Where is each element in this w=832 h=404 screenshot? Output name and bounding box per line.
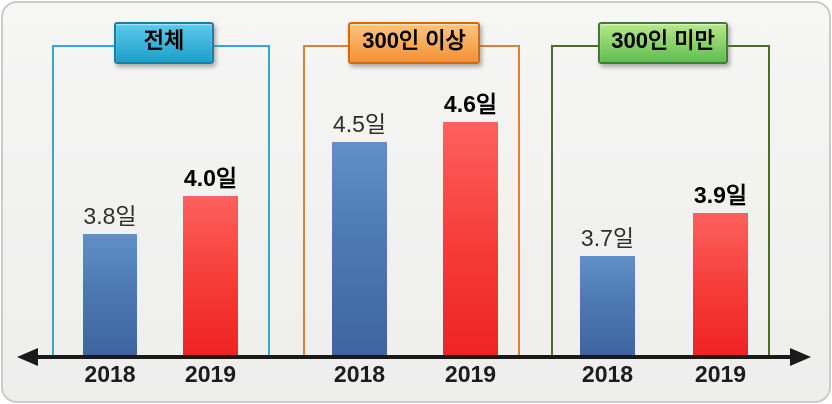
bar-2019 (693, 213, 748, 355)
axis-left-arrow-icon (17, 348, 38, 366)
bar-2019 (443, 122, 498, 355)
group-label-badge: 300인 이상 (348, 22, 480, 64)
group-label-badge: 전체 (114, 22, 214, 64)
year-label-2018: 2018 (581, 361, 634, 387)
value-label-2019: 3.9일 (693, 182, 748, 208)
value-label-2018: 3.8일 (83, 203, 137, 229)
value-label-2019: 4.0일 (183, 165, 238, 191)
value-label-2018: 4.5일 (332, 111, 387, 137)
bar-2018 (580, 256, 635, 355)
x-axis-line (28, 355, 790, 359)
year-label-2019: 2019 (694, 361, 747, 387)
bar-2018 (83, 234, 137, 355)
group-label: 300인 미만 (611, 28, 715, 53)
group-label: 300인 이상 (362, 28, 466, 53)
group-label-badge: 300인 미만 (598, 22, 728, 64)
bar-2019 (183, 196, 238, 355)
year-label-2018: 2018 (333, 361, 386, 387)
year-label-2018: 2018 (84, 361, 136, 387)
year-label-2019: 2019 (184, 361, 237, 387)
value-label-2018: 3.7일 (580, 225, 635, 251)
bar-2018 (332, 142, 387, 355)
year-label-2019: 2019 (444, 361, 497, 387)
value-label-2019: 4.6일 (443, 91, 498, 117)
group-label: 전체 (143, 28, 185, 53)
axis-right-arrow-icon (790, 348, 811, 366)
